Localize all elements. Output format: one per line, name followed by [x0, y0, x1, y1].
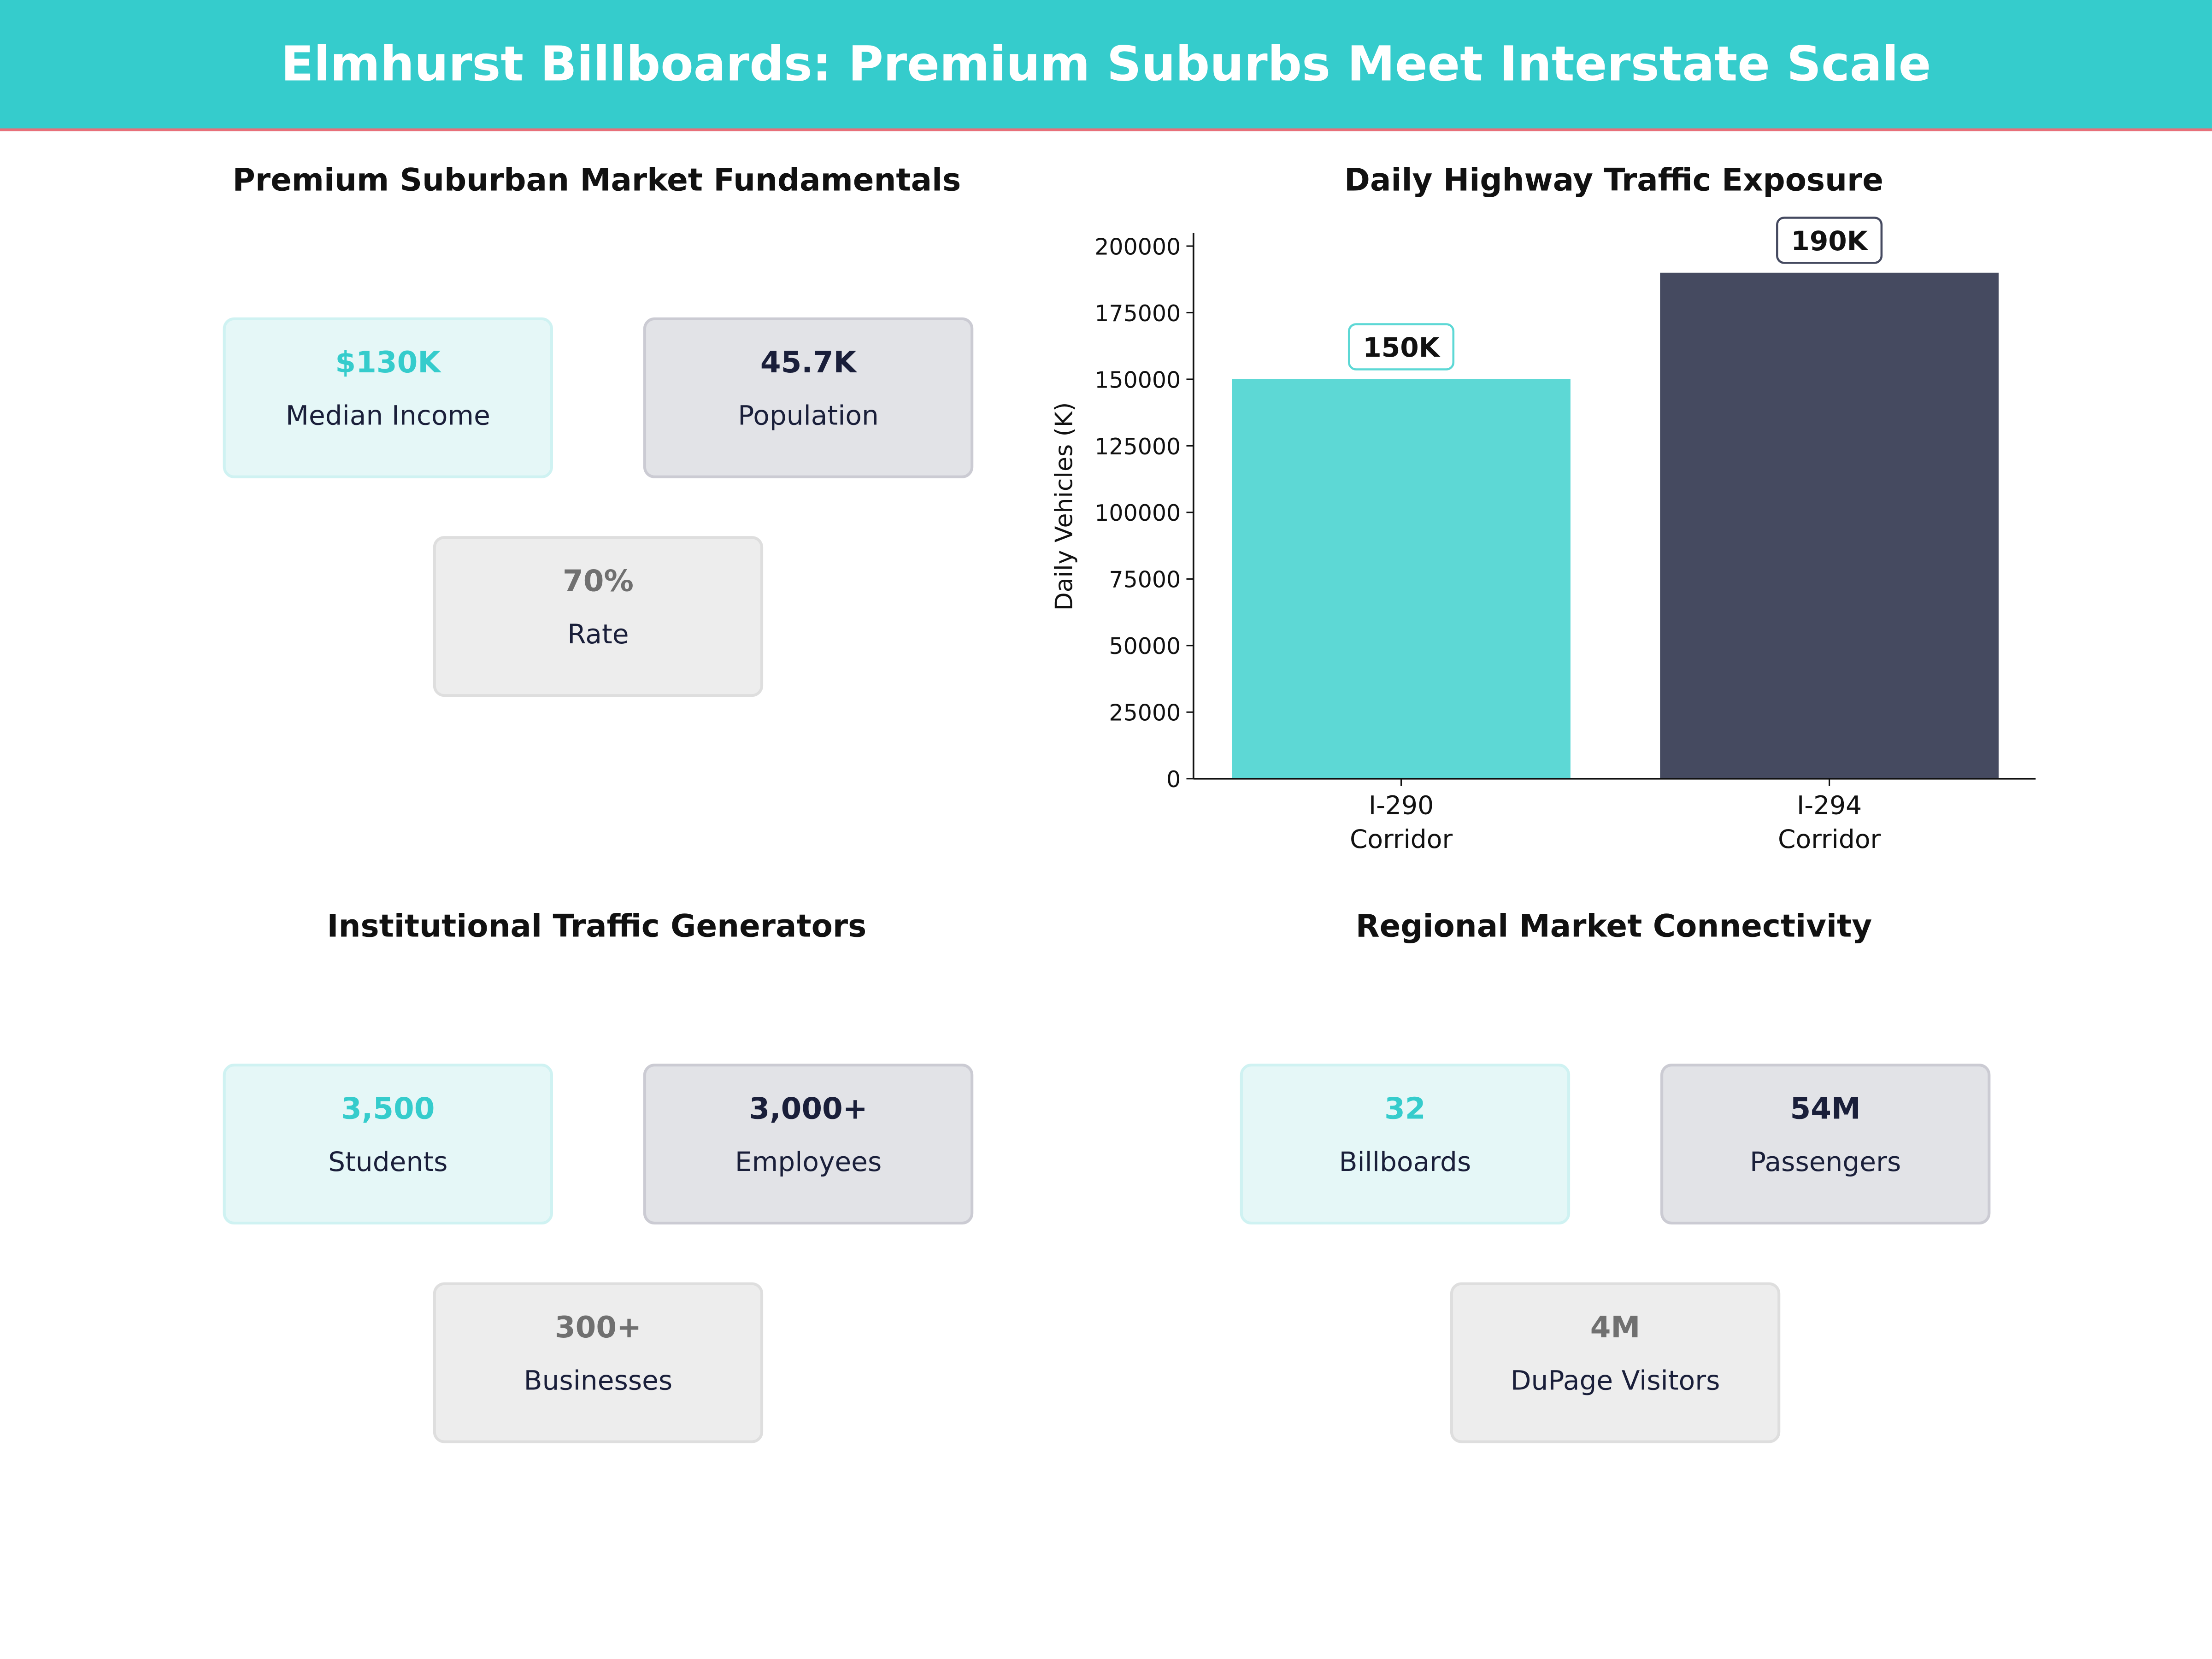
stat-label: Students — [328, 1147, 448, 1178]
stat-value: $130K — [335, 345, 441, 380]
stat-card-billboards: 32 Billboards — [1240, 1064, 1571, 1225]
y-tick-label: 200000 — [1094, 234, 1181, 260]
y-axis-label: Daily Vehicles (K) — [1051, 402, 1078, 611]
y-tick-label: 175000 — [1094, 300, 1181, 327]
stat-value: 54M — [1790, 1092, 1861, 1126]
stat-value: 70% — [562, 564, 634, 598]
data-label-box — [1776, 217, 1883, 264]
bar-1 — [1660, 272, 1999, 779]
stat-card-businesses: 300+ Businesses — [433, 1282, 764, 1443]
stat-label: Passengers — [1750, 1147, 1901, 1178]
stat-value: 300+ — [554, 1310, 641, 1345]
x-tick-label: I-290 — [1369, 790, 1434, 820]
data-label-box — [1347, 323, 1455, 371]
y-tick-label: 100000 — [1094, 500, 1181, 526]
stat-card-students: 3,500 Students — [223, 1064, 553, 1225]
stat-label: Billboards — [1339, 1147, 1471, 1178]
stat-card-dupage-visitors: 4M DuPage Visitors — [1450, 1282, 1781, 1443]
stat-label: Rate — [567, 619, 629, 651]
panel-title-market: Premium Suburban Market Fundamentals — [232, 164, 961, 199]
bar-0 — [1232, 379, 1571, 779]
y-tick-label: 25000 — [1109, 700, 1181, 726]
stat-label: DuPage Visitors — [1510, 1365, 1720, 1397]
stat-label: Businesses — [524, 1365, 673, 1397]
stat-card-passengers: 54M Passengers — [1660, 1064, 1991, 1225]
header-banner: Elmhurst Billboards: Premium Suburbs Mee… — [0, 0, 2212, 131]
y-tick-label: 75000 — [1109, 567, 1181, 593]
data-label: 150K — [1363, 332, 1440, 363]
stat-value: 32 — [1384, 1092, 1426, 1126]
panel-title-institutional: Institutional Traffic Generators — [327, 910, 867, 946]
stat-card-median-income: $130K Median Income — [223, 317, 553, 478]
chart-title: Daily Highway Traffic Exposure — [1344, 164, 1883, 199]
x-tick-label: Corridor — [1778, 824, 1881, 854]
stat-value: 3,500 — [341, 1092, 435, 1126]
stat-value: 45.7K — [760, 345, 857, 380]
panel-title-regional: Regional Market Connectivity — [1355, 910, 1872, 946]
stat-card-rate: 70% Rate — [433, 536, 764, 697]
data-label: 190K — [1791, 225, 1868, 257]
y-tick-label: 150000 — [1094, 367, 1181, 393]
stat-label: Employees — [735, 1147, 882, 1178]
y-tick-label: 125000 — [1094, 434, 1181, 460]
y-tick-label: 50000 — [1109, 633, 1181, 659]
stat-label: Population — [738, 400, 879, 432]
stat-card-population: 45.7K Population — [643, 317, 974, 478]
stat-value: 4M — [1590, 1310, 1641, 1345]
x-tick-label: Corridor — [1350, 824, 1453, 854]
x-tick-label: I-294 — [1797, 790, 1862, 820]
stat-card-employees: 3,000+ Employees — [643, 1064, 974, 1225]
stat-value: 3,000+ — [749, 1092, 868, 1126]
stat-label: Median Income — [285, 400, 490, 432]
page-title: Elmhurst Billboards: Premium Suburbs Mee… — [281, 36, 1931, 93]
y-tick-label: 0 — [1166, 766, 1181, 793]
